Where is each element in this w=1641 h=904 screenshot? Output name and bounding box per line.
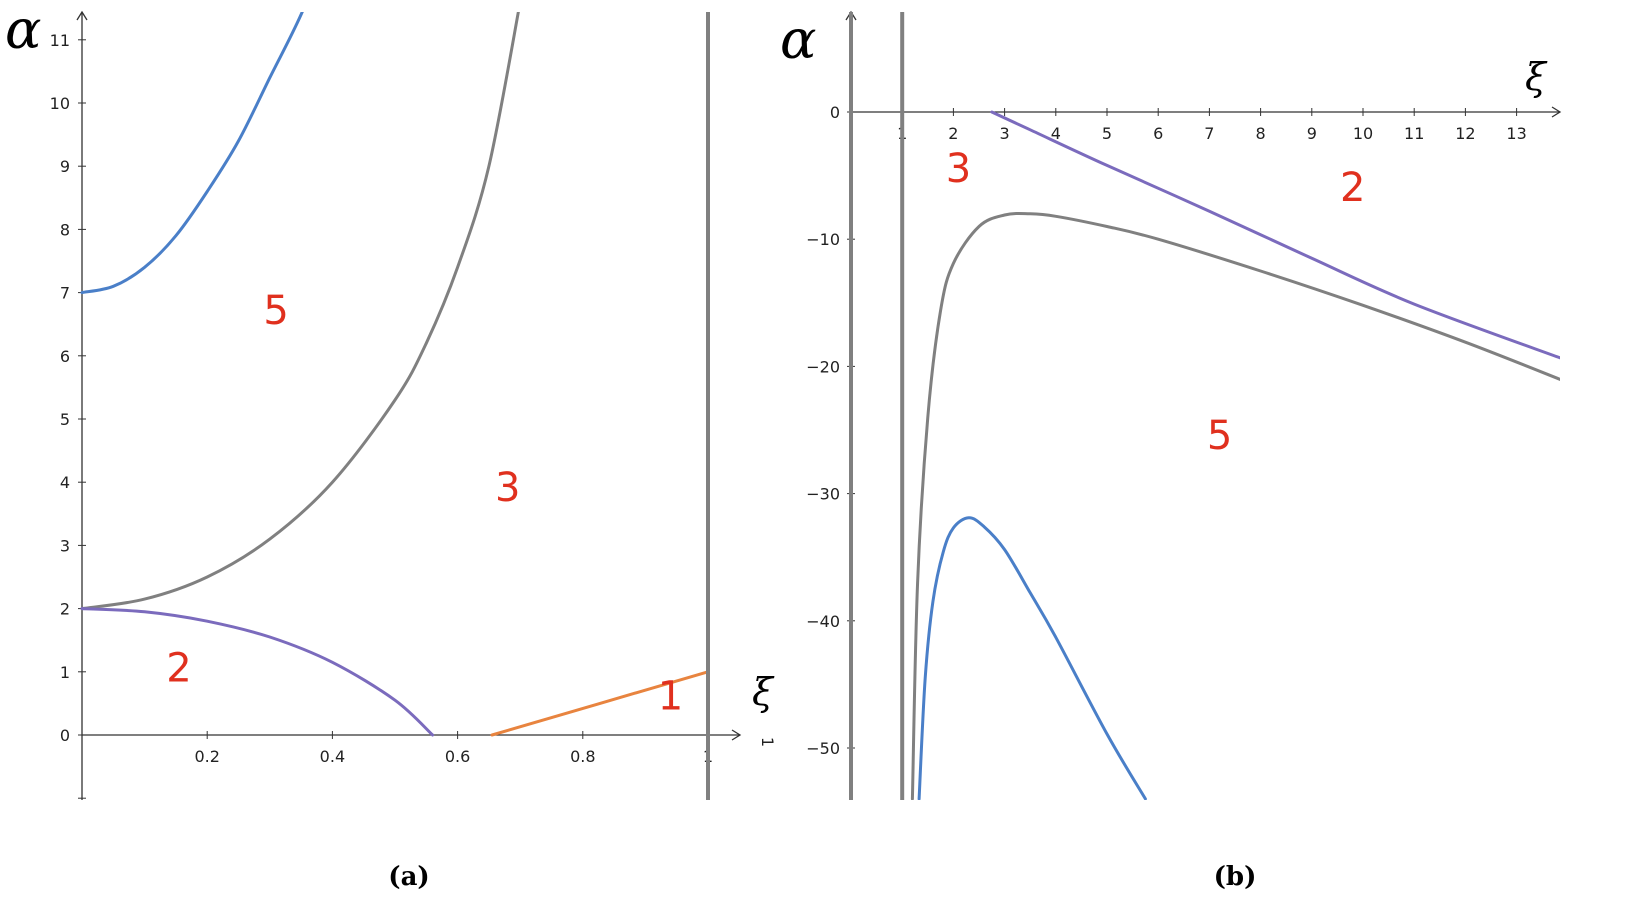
region-label: 2	[166, 645, 191, 691]
series-curve-1	[910, 211, 1560, 800]
x-tick-label: 4	[1051, 124, 1061, 143]
region-label: 3	[946, 146, 971, 192]
y-tick-label: 11	[50, 31, 70, 50]
y-tick-label: −40	[806, 612, 840, 631]
x-tick-label: 5	[1102, 124, 1112, 143]
x-axis-arrow	[731, 729, 742, 741]
y-tick-label: 7	[60, 284, 70, 303]
y-axis-label: α	[780, 8, 816, 71]
x-tick-label: 8	[1256, 124, 1266, 143]
x-axis-label: ξ	[752, 670, 775, 714]
x-tick-label: 10	[1353, 124, 1373, 143]
x-tick-label: 11	[1404, 124, 1424, 143]
x-axis-arrow	[1551, 106, 1562, 118]
series-curve-2	[80, 607, 435, 737]
x-tick-label: 0.6	[445, 747, 470, 766]
y-tick-label: 0	[60, 726, 70, 745]
x-tick-label: 12	[1455, 124, 1475, 143]
x-tick-label: 0.2	[194, 747, 219, 766]
y-tick-label: 9	[60, 157, 70, 176]
y-tick-label: −30	[806, 485, 840, 504]
x-tick-label: 0.4	[320, 747, 345, 766]
x-tick-label: 0.8	[570, 747, 595, 766]
series-curve-2	[917, 516, 1147, 800]
y-tick-label: 1	[60, 663, 70, 682]
region-label: 3	[495, 465, 520, 511]
series-curve-0	[80, 12, 304, 295]
x-tick-label: 3	[1000, 124, 1010, 143]
series-curve-3	[490, 670, 710, 737]
series-curve-1	[80, 12, 520, 611]
y-tick-label: 4	[60, 473, 70, 492]
y-tick-label: 5	[60, 410, 70, 429]
region-label: 2	[1340, 165, 1365, 211]
region-label: 5	[263, 288, 288, 334]
x-tick-label: 13	[1506, 124, 1526, 143]
y-tick-label: 0	[830, 103, 840, 122]
y-tick-label: −20	[806, 357, 840, 376]
y-axis-arrow	[76, 10, 88, 21]
y-tick-label: 8	[60, 220, 70, 239]
series-curve-0	[990, 110, 1560, 360]
x-tick-label: 7	[1204, 124, 1214, 143]
x-axis-label: ξ	[1525, 55, 1548, 99]
y-tick-label: 3	[60, 536, 70, 555]
y-tick-label: −10	[806, 230, 840, 249]
y-tick-label: −50	[806, 739, 840, 758]
region-label: 5	[1207, 413, 1232, 459]
y-tick-label: 10	[50, 94, 70, 113]
y-axis-label: α	[5, 0, 41, 61]
caption-b: (b)	[1214, 862, 1257, 892]
region-label: 1	[658, 674, 683, 720]
x-axis-extra-label: 1	[758, 737, 777, 747]
x-tick-label: 6	[1153, 124, 1163, 143]
x-tick-label: 9	[1307, 124, 1317, 143]
caption-a: (a)	[388, 862, 429, 892]
x-tick-label: 2	[948, 124, 958, 143]
y-tick-label: 2	[60, 600, 70, 619]
y-tick-label: 6	[60, 347, 70, 366]
